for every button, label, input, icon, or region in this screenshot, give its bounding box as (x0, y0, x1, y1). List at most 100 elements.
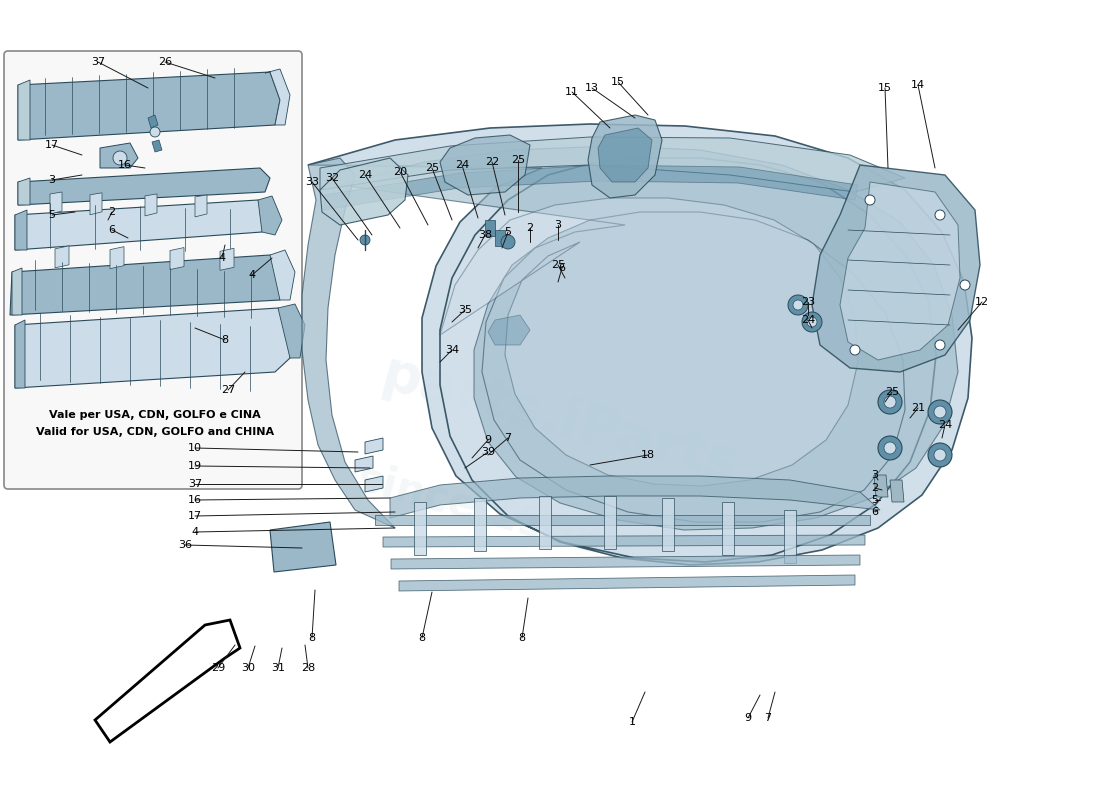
Text: 24: 24 (801, 315, 815, 325)
Text: 26: 26 (158, 57, 172, 67)
Circle shape (150, 127, 160, 137)
Text: 7: 7 (764, 713, 771, 723)
Text: 34: 34 (444, 345, 459, 355)
Text: 8: 8 (518, 633, 526, 643)
Circle shape (500, 235, 515, 249)
Text: 21: 21 (911, 403, 925, 413)
Polygon shape (488, 315, 530, 345)
Circle shape (788, 295, 808, 315)
Circle shape (934, 406, 946, 418)
Text: 4: 4 (249, 270, 255, 280)
Polygon shape (10, 255, 285, 315)
Polygon shape (383, 535, 865, 547)
Text: 33: 33 (305, 177, 319, 187)
Text: 10: 10 (188, 443, 202, 453)
Text: 16: 16 (188, 495, 202, 505)
Text: 25: 25 (425, 163, 439, 173)
Polygon shape (474, 498, 486, 551)
Text: 15: 15 (610, 77, 625, 87)
Circle shape (928, 400, 952, 424)
Text: Valid for USA, CDN, GOLFO and CHINA: Valid for USA, CDN, GOLFO and CHINA (36, 427, 274, 437)
Circle shape (934, 449, 946, 461)
Text: 13: 13 (585, 83, 600, 93)
Text: 17: 17 (188, 511, 202, 521)
Text: 20: 20 (393, 167, 407, 177)
Text: 1: 1 (628, 717, 636, 727)
Text: 29: 29 (211, 663, 226, 673)
Text: 35: 35 (458, 305, 472, 315)
FancyBboxPatch shape (4, 51, 302, 489)
Circle shape (113, 151, 127, 165)
Polygon shape (840, 182, 960, 360)
Text: 2: 2 (527, 223, 534, 233)
Polygon shape (270, 522, 336, 572)
Polygon shape (890, 480, 904, 502)
Polygon shape (365, 476, 383, 492)
Polygon shape (440, 135, 530, 195)
Text: 5: 5 (505, 227, 512, 237)
Text: 6: 6 (871, 507, 879, 517)
Polygon shape (414, 502, 426, 555)
Text: 7: 7 (505, 433, 512, 443)
Polygon shape (662, 498, 674, 551)
Text: 6: 6 (559, 263, 565, 273)
Circle shape (360, 235, 370, 245)
Polygon shape (152, 140, 162, 152)
Circle shape (807, 317, 817, 327)
Circle shape (850, 345, 860, 355)
Text: 25: 25 (510, 155, 525, 165)
Polygon shape (324, 165, 858, 210)
Text: 24: 24 (455, 160, 469, 170)
Circle shape (802, 312, 822, 332)
Polygon shape (18, 72, 280, 140)
Text: 28: 28 (301, 663, 315, 673)
Polygon shape (399, 575, 855, 591)
Text: 4: 4 (219, 253, 225, 263)
Circle shape (878, 436, 902, 460)
Polygon shape (390, 555, 860, 569)
Polygon shape (18, 178, 30, 205)
Polygon shape (195, 195, 207, 217)
Text: since 1998: since 1998 (353, 457, 607, 563)
Polygon shape (95, 620, 240, 742)
Polygon shape (874, 475, 888, 497)
Circle shape (928, 443, 952, 467)
Text: 8: 8 (221, 335, 229, 345)
Polygon shape (50, 192, 62, 214)
Text: 8: 8 (418, 633, 426, 643)
Polygon shape (270, 250, 295, 300)
Polygon shape (784, 510, 796, 563)
Text: 2: 2 (109, 207, 116, 217)
Text: 6: 6 (109, 225, 116, 235)
Polygon shape (320, 137, 905, 192)
Text: 9: 9 (745, 713, 751, 723)
Polygon shape (340, 146, 958, 530)
Text: 11: 11 (565, 87, 579, 97)
Text: 12: 12 (975, 297, 989, 307)
Polygon shape (598, 128, 652, 182)
Polygon shape (18, 168, 270, 205)
Polygon shape (278, 304, 305, 358)
Circle shape (878, 390, 902, 414)
Text: 4: 4 (191, 527, 199, 537)
Text: parts.iParts: parts.iParts (375, 346, 745, 494)
Text: 18: 18 (641, 450, 656, 460)
Text: 27: 27 (221, 385, 235, 395)
Text: 37: 37 (91, 57, 106, 67)
Text: 36: 36 (178, 540, 192, 550)
Text: 23: 23 (801, 297, 815, 307)
Polygon shape (55, 246, 69, 268)
Text: 38: 38 (477, 230, 492, 240)
Polygon shape (302, 158, 395, 528)
Polygon shape (148, 115, 158, 128)
Text: 30: 30 (241, 663, 255, 673)
Text: 24: 24 (938, 420, 953, 430)
Text: 5: 5 (871, 495, 879, 505)
Polygon shape (365, 438, 383, 454)
Text: 3: 3 (871, 470, 879, 480)
Polygon shape (375, 515, 870, 525)
Polygon shape (145, 194, 157, 216)
Polygon shape (100, 143, 138, 168)
Polygon shape (258, 196, 282, 235)
Text: 24: 24 (358, 170, 372, 180)
